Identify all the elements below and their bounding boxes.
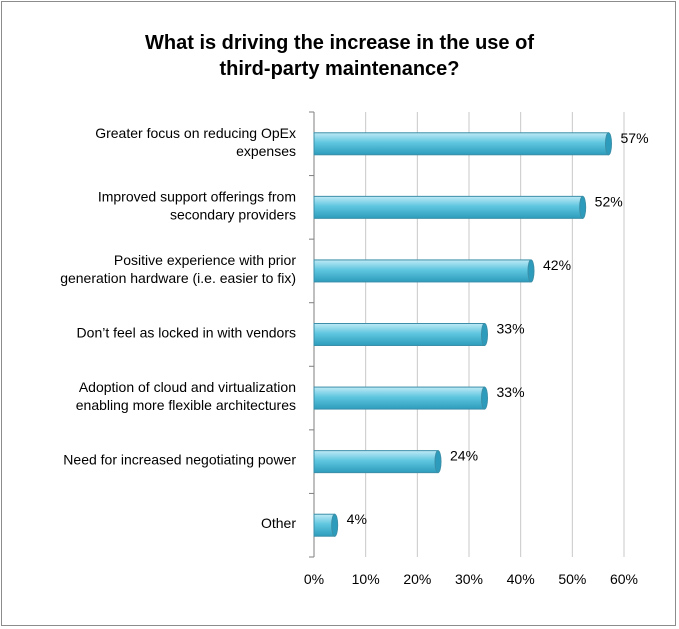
bar-value-label: 42% [543, 257, 571, 273]
bar [313, 259, 535, 283]
category-label: Improved support offerings from [98, 188, 296, 204]
bar-body [313, 323, 485, 346]
category-label: enabling more flexible architectures [76, 397, 296, 413]
category-label: Don’t feel as locked in with vendors [77, 325, 296, 341]
category-labels: Greater focus on reducing OpEx expenses Im… [60, 125, 296, 531]
category-label: Greater focus on reducing OpEx [95, 125, 296, 141]
x-tick-label: 30% [455, 571, 483, 587]
bar-body [313, 386, 485, 410]
bar [313, 450, 442, 474]
bar-value-label: 33% [497, 384, 525, 400]
bar-value-label: 57% [621, 130, 649, 146]
category-label: Positive experience with prior [114, 252, 296, 268]
x-tick-label: 0% [304, 571, 324, 587]
x-tick-label: 60% [610, 571, 638, 587]
y-axis [309, 111, 315, 558]
x-tick-label: 50% [558, 571, 586, 587]
category-label: expenses [236, 143, 296, 159]
bars [313, 132, 612, 537]
bar-end-cap [481, 323, 488, 346]
bar [313, 195, 587, 219]
x-tick-label: 10% [352, 571, 380, 587]
bar-value-label: 24% [450, 448, 478, 464]
data-labels: 57% 52% 42% 33% 33% 24% 4% [347, 130, 649, 527]
category-label: Other [261, 515, 296, 531]
bar [313, 323, 488, 346]
x-axis-tick-labels: 0% 10% 20% 30% 40% 50% 60% [304, 571, 638, 587]
bar-end-cap [579, 195, 587, 219]
category-label: generation hardware (i.e. easier to fix) [60, 270, 296, 286]
bar-end-cap [481, 386, 488, 410]
bar-body [313, 195, 584, 219]
bar-value-label: 52% [595, 193, 623, 209]
chart-title-line-2: third-party maintenance? [219, 58, 460, 80]
bar [313, 386, 488, 410]
bar-end-cap [331, 513, 339, 537]
bar-end-cap [605, 132, 612, 156]
bar [313, 132, 612, 156]
bar-body [313, 132, 609, 156]
category-label: Need for increased negotiating power [63, 452, 296, 468]
bar [313, 513, 339, 537]
bar-end-cap [434, 450, 442, 474]
chart-title: What is driving the increase in the use … [0, 30, 679, 82]
x-tick-label: 40% [507, 571, 535, 587]
x-tick-label: 20% [403, 571, 431, 587]
bar-body [313, 259, 532, 283]
category-label: Adoption of cloud and virtualization [79, 379, 296, 395]
chart-title-line-1: What is driving the increase in the use … [145, 32, 534, 54]
category-label: secondary providers [170, 206, 296, 222]
bar-body [313, 450, 439, 474]
bar-end-cap [527, 259, 535, 283]
bar-value-label: 4% [347, 511, 367, 527]
bar-value-label: 33% [497, 321, 525, 337]
